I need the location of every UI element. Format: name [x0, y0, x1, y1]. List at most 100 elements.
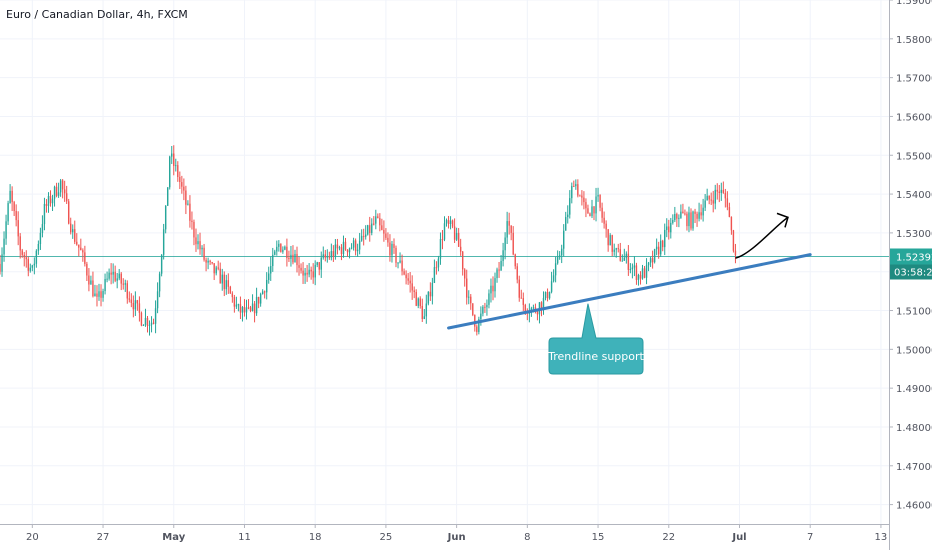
candle — [425, 294, 428, 324]
candle — [617, 243, 619, 253]
candle — [181, 175, 183, 194]
candle-body — [720, 189, 723, 193]
candle-body — [457, 232, 460, 247]
candle-body — [310, 269, 312, 272]
candle — [312, 263, 314, 284]
candle-body — [183, 186, 185, 191]
candle-body — [732, 230, 735, 251]
candle — [710, 192, 712, 205]
candle-body — [508, 221, 510, 226]
candle — [146, 315, 149, 333]
time-axis[interactable]: 20 27 May 11 18 25 Jun 8 15 22 Jul 7 13 — [0, 524, 889, 550]
candle — [381, 218, 383, 231]
candle — [171, 145, 173, 165]
candle — [684, 209, 686, 216]
candle — [437, 255, 440, 272]
trendline-support[interactable] — [447, 253, 812, 330]
candle-body — [205, 259, 207, 263]
candle — [680, 204, 682, 219]
candle — [29, 263, 32, 273]
candle — [166, 187, 169, 206]
candle — [500, 255, 502, 271]
candle-body — [690, 212, 692, 229]
candle — [496, 267, 498, 283]
candle-body — [245, 307, 248, 313]
candle-body — [496, 269, 498, 279]
candle — [472, 303, 474, 317]
candle — [579, 194, 581, 197]
candle-body — [249, 307, 252, 311]
candle — [734, 243, 737, 264]
candle-body — [474, 314, 476, 327]
candle-body — [583, 197, 585, 203]
candle — [257, 296, 260, 309]
candle — [340, 244, 343, 261]
candle-body — [241, 307, 244, 313]
candle-body — [492, 285, 494, 292]
candle-body — [229, 286, 232, 294]
candle — [308, 263, 310, 278]
candle — [332, 245, 335, 262]
candle-body — [284, 246, 286, 250]
candle-body — [11, 190, 13, 203]
candle — [346, 249, 349, 257]
candle — [518, 275, 520, 302]
candle — [377, 213, 379, 219]
candle — [221, 268, 223, 291]
chart-grid — [0, 0, 889, 524]
candle-body — [314, 264, 316, 278]
candle — [235, 296, 238, 309]
candle-body — [272, 254, 274, 267]
candle-body — [179, 177, 181, 183]
candle — [336, 238, 339, 255]
candle-body — [653, 249, 656, 263]
candle-body — [502, 250, 504, 261]
candle-body — [21, 250, 23, 255]
candle — [314, 260, 316, 286]
candle-body — [247, 307, 250, 309]
candle-body — [100, 291, 102, 298]
candle-body — [177, 165, 179, 178]
candle — [718, 184, 720, 203]
candle-body — [524, 304, 527, 312]
candle — [179, 171, 181, 190]
candle — [23, 252, 25, 267]
candle-body — [702, 207, 704, 216]
candle-body — [623, 257, 626, 261]
candle-body — [120, 273, 122, 284]
candle — [409, 271, 411, 293]
projection-arrow[interactable] — [735, 216, 789, 259]
candle-body — [611, 235, 613, 252]
candle — [510, 225, 512, 241]
callout-trendline-support[interactable]: Trendline support — [547, 303, 645, 375]
candle — [57, 182, 60, 198]
candle-body — [587, 208, 589, 214]
candle — [213, 263, 215, 281]
candle — [482, 305, 484, 317]
candle — [635, 262, 638, 285]
candle — [581, 190, 583, 206]
candle — [546, 288, 549, 302]
candle — [645, 258, 648, 285]
candle-body — [403, 271, 405, 275]
candle-body — [59, 180, 62, 193]
candle — [391, 240, 393, 263]
candle-body — [185, 190, 187, 205]
candle-body — [532, 307, 535, 309]
candle-body — [187, 203, 189, 205]
candle-body — [61, 180, 64, 190]
candle-body — [39, 232, 42, 245]
candle-body — [47, 195, 50, 206]
candle — [492, 276, 494, 301]
candle-body — [472, 303, 474, 315]
candle-body — [189, 203, 191, 221]
candle — [152, 318, 155, 325]
candle-body — [704, 200, 706, 208]
candle-body — [389, 242, 391, 256]
candle — [607, 228, 609, 252]
candle — [284, 245, 286, 251]
candle — [623, 248, 626, 261]
candle-body — [641, 268, 644, 279]
candle — [417, 297, 419, 309]
